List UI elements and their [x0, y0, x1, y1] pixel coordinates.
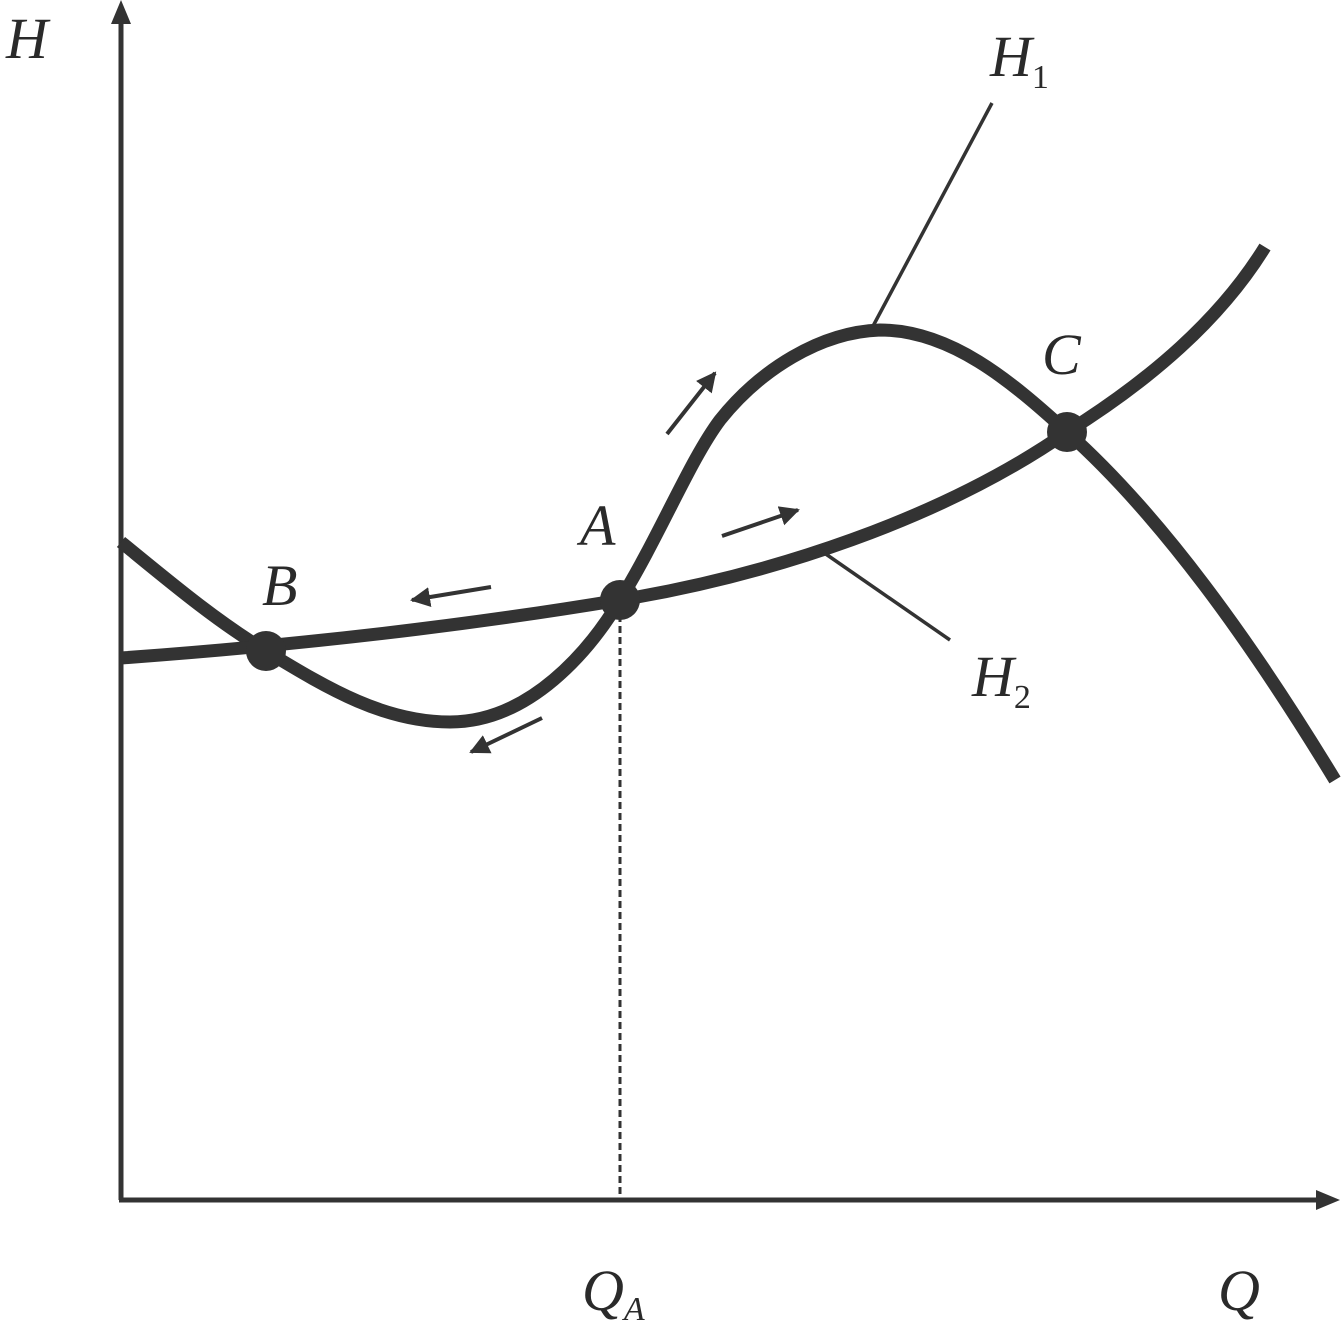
series-h1-curve — [116, 323, 1341, 784]
series-h1-leader-line — [870, 102, 994, 329]
point-label-c: C — [1042, 322, 1082, 387]
x-tick-label-qa: QA — [582, 1258, 645, 1324]
x-axis-label: Q — [1218, 1258, 1260, 1323]
intersection-point-a — [600, 580, 640, 620]
direction-arrow-h1-lower — [469, 716, 543, 754]
direction-arrow-h2-right — [721, 506, 800, 538]
point-label-b: B — [262, 553, 297, 618]
direction-arrow-h2-left — [410, 585, 492, 607]
point-label-a: A — [576, 493, 616, 558]
series-h2-leader-line — [819, 548, 951, 642]
y-axis-arrowhead — [111, 0, 131, 24]
series-h2-label: H2 — [971, 644, 1031, 716]
series-h1-label-sub: 1 — [1032, 59, 1049, 96]
x-axis-arrowhead — [1316, 1190, 1340, 1210]
series-h1-label: H1 — [989, 24, 1049, 96]
series-h2-curve — [120, 243, 1271, 665]
x-tick-label-main: Q — [582, 1258, 624, 1323]
intersection-point-c — [1047, 412, 1087, 452]
series-h2-label-sub: 2 — [1014, 679, 1031, 716]
direction-arrow-h1-upper — [665, 371, 717, 436]
x-tick-label-sub: A — [622, 1291, 645, 1324]
series-h1-label-main: H — [989, 24, 1035, 89]
series-h2-label-main: H — [971, 644, 1017, 709]
intersection-point-b — [246, 631, 286, 671]
y-axis-label: H — [5, 6, 51, 71]
